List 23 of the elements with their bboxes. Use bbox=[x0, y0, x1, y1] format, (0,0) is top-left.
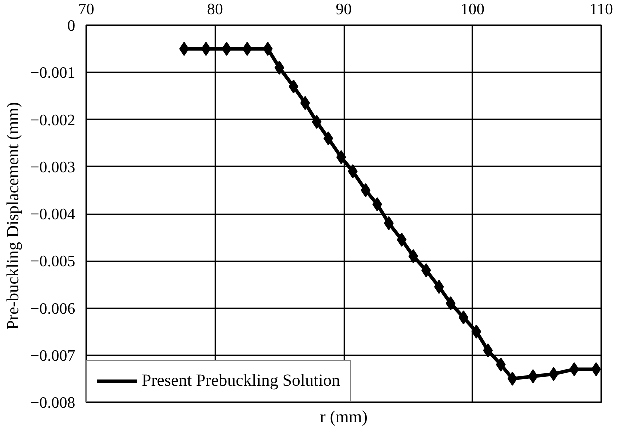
point bbox=[434, 280, 444, 294]
y-tick-label: −0.003 bbox=[30, 159, 76, 176]
y-tick-label: 0 bbox=[68, 18, 76, 35]
y-tick-label: −0.004 bbox=[30, 206, 76, 224]
y-tick-label: −0.007 bbox=[30, 348, 76, 365]
point bbox=[528, 370, 538, 384]
y-tick-label: −0.006 bbox=[30, 300, 76, 318]
x-tick-label: 70 bbox=[78, 2, 94, 18]
x-tick-label: 90 bbox=[336, 2, 352, 18]
point bbox=[288, 80, 299, 94]
y-tick-label: −0.002 bbox=[30, 112, 76, 130]
point bbox=[458, 310, 469, 325]
x-axis-title: r (mm) bbox=[320, 408, 368, 426]
point bbox=[483, 344, 494, 358]
x-tick-label: 80 bbox=[207, 2, 224, 18]
legend-label: Present Prebuckling Solution bbox=[142, 371, 340, 391]
y-tick-label: −0.001 bbox=[30, 65, 76, 82]
x-tick-label: 110 bbox=[590, 2, 614, 18]
point bbox=[201, 42, 212, 56]
y-tick-label: −0.008 bbox=[30, 395, 76, 412]
x-tick-label: 100 bbox=[460, 2, 485, 18]
y-axis-title: Pre-buckling Displacement (mm) bbox=[3, 102, 22, 330]
y-tick-label: −0.005 bbox=[30, 254, 76, 271]
